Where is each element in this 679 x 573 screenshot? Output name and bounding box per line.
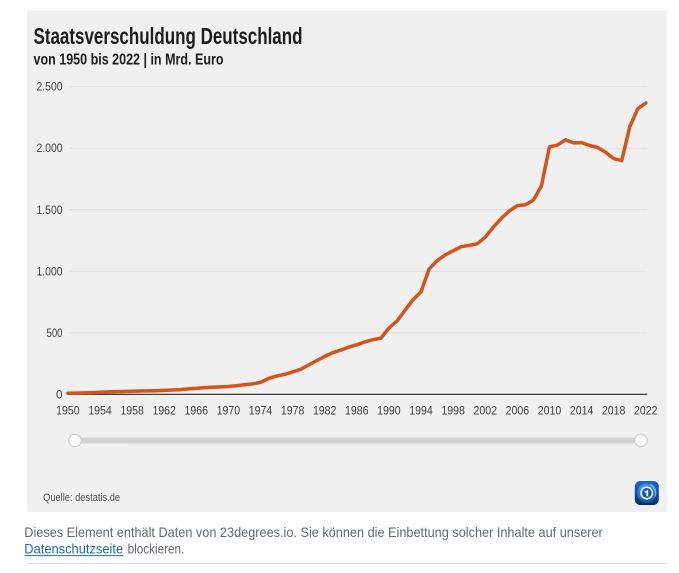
svg-text:1.500: 1.500 xyxy=(37,205,63,217)
svg-text:2006: 2006 xyxy=(506,406,530,418)
svg-text:0: 0 xyxy=(56,389,63,401)
svg-text:1994: 1994 xyxy=(409,406,433,418)
svg-text:1998: 1998 xyxy=(441,406,465,418)
svg-text:1978: 1978 xyxy=(281,406,305,418)
svg-text:1.000: 1.000 xyxy=(37,266,63,278)
svg-text:1990: 1990 xyxy=(377,406,401,418)
svg-text:1950: 1950 xyxy=(56,406,80,418)
svg-text:Datenschutzseite: Datenschutzseite xyxy=(24,540,123,556)
svg-text:2.000: 2.000 xyxy=(37,143,63,155)
svg-text:1962: 1962 xyxy=(152,406,176,418)
svg-text:Dieses Element enthält Daten v: Dieses Element enthält Daten von 23degre… xyxy=(24,524,603,540)
svg-text:Staatsverschuldung Deutschland: Staatsverschuldung Deutschland xyxy=(34,23,303,49)
svg-text:2010: 2010 xyxy=(538,406,562,418)
svg-text:2014: 2014 xyxy=(570,406,594,418)
svg-text:2002: 2002 xyxy=(474,406,498,418)
svg-text:1974: 1974 xyxy=(249,406,273,418)
svg-text:2022: 2022 xyxy=(634,406,658,418)
svg-text:Quelle: destatis.de: Quelle: destatis.de xyxy=(43,492,120,504)
svg-text:500: 500 xyxy=(47,328,63,340)
svg-text:von 1950 bis 2022 | in Mrd. Eu: von 1950 bis 2022 | in Mrd. Euro xyxy=(34,52,224,69)
svg-text:1954: 1954 xyxy=(88,406,112,418)
svg-text:blockieren.: blockieren. xyxy=(128,540,185,556)
svg-text:1986: 1986 xyxy=(345,406,369,418)
svg-text:1970: 1970 xyxy=(217,406,241,418)
svg-text:1982: 1982 xyxy=(313,406,337,418)
svg-text:1958: 1958 xyxy=(120,406,144,418)
svg-text:2.500: 2.500 xyxy=(37,82,63,94)
svg-text:1966: 1966 xyxy=(185,406,209,418)
svg-text:2018: 2018 xyxy=(602,406,626,418)
